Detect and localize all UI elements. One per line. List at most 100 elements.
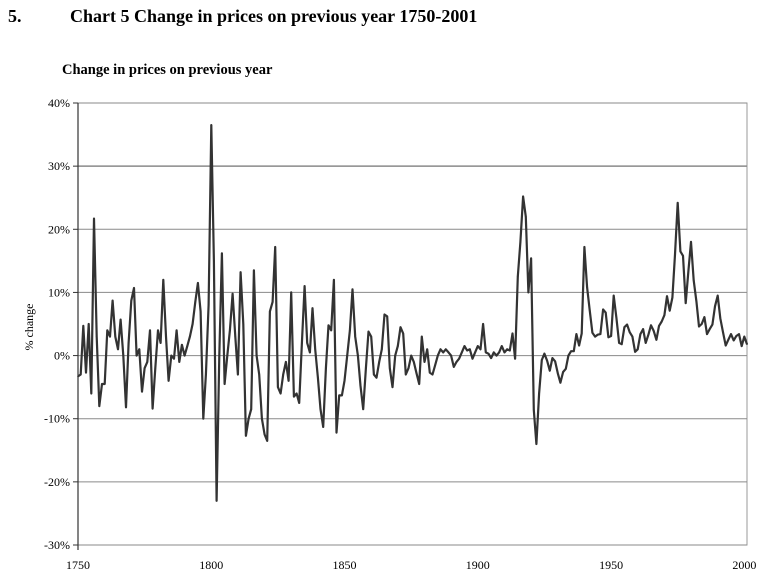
data-point-1764 xyxy=(114,335,117,338)
data-point-1825 xyxy=(277,386,279,388)
data-point-1819 xyxy=(261,417,263,420)
data-point-1813 xyxy=(245,434,247,437)
data-point-1877 xyxy=(415,372,418,375)
data-point-1852 xyxy=(349,329,351,332)
data-point-1806 xyxy=(226,354,229,357)
data-point-1818 xyxy=(258,373,261,376)
data-point-1989 xyxy=(714,305,716,308)
data-point-1817 xyxy=(255,354,258,357)
data-point-1799 xyxy=(207,304,210,306)
data-point-1960 xyxy=(636,348,639,351)
y-tick-label: 40% xyxy=(48,96,70,110)
data-point-1850 xyxy=(343,380,346,382)
data-point-1761 xyxy=(106,329,109,332)
data-point-1925 xyxy=(543,352,546,355)
data-point-1775 xyxy=(143,367,146,370)
data-point-1998 xyxy=(738,333,740,335)
data-point-1790 xyxy=(183,354,186,357)
data-point-1995 xyxy=(730,333,732,335)
data-point-1985 xyxy=(703,316,706,318)
data-point-1866 xyxy=(386,315,388,318)
data-point-1893 xyxy=(458,357,460,360)
data-point-1961 xyxy=(639,333,642,335)
data-point-1771 xyxy=(133,287,135,289)
data-point-1762 xyxy=(109,335,111,338)
data-point-1777 xyxy=(149,329,151,332)
data-point-1977 xyxy=(682,255,684,257)
data-point-1894 xyxy=(461,351,463,354)
data-point-1888 xyxy=(445,348,447,351)
data-point-1934 xyxy=(567,354,570,357)
data-point-1927 xyxy=(548,369,551,372)
data-point-1946 xyxy=(599,333,602,335)
data-point-1937 xyxy=(575,333,578,335)
data-point-1856 xyxy=(359,385,362,387)
data-point-1999 xyxy=(740,345,743,347)
data-point-1801 xyxy=(213,260,215,262)
data-point-1936 xyxy=(572,350,575,352)
data-point-1826 xyxy=(279,392,282,395)
data-point-1897 xyxy=(469,348,471,351)
data-point-1878 xyxy=(418,383,420,385)
data-point-1902 xyxy=(482,323,484,325)
data-point-1884 xyxy=(434,364,436,366)
data-point-1844 xyxy=(327,324,330,327)
data-point-1766 xyxy=(119,318,122,321)
data-point-1956 xyxy=(626,323,628,326)
data-point-1861 xyxy=(373,373,375,376)
data-point-1911 xyxy=(506,348,508,351)
data-point-1895 xyxy=(463,345,466,347)
data-point-1976 xyxy=(679,250,682,253)
data-point-1915 xyxy=(516,275,519,278)
data-point-1843 xyxy=(325,367,327,370)
data-point-1933 xyxy=(564,368,567,370)
data-point-1996 xyxy=(732,339,735,342)
data-point-1784 xyxy=(167,380,170,382)
data-point-1975 xyxy=(676,201,679,204)
data-point-1955 xyxy=(623,326,626,328)
data-point-1862 xyxy=(375,376,378,379)
data-point-1805 xyxy=(223,383,226,385)
y-tick-label: 0% xyxy=(54,349,70,363)
y-tick-label: 10% xyxy=(48,285,70,299)
x-tick-label: 1900 xyxy=(466,558,490,572)
y-tick-label: -20% xyxy=(44,475,70,489)
data-point-1971 xyxy=(666,295,668,298)
data-point-1891 xyxy=(453,366,455,368)
data-point-1916 xyxy=(519,241,522,243)
x-tick-label: 1750 xyxy=(66,558,90,572)
data-point-1974 xyxy=(674,253,676,256)
x-tick-label: 1850 xyxy=(333,558,357,572)
data-point-1997 xyxy=(735,335,738,337)
data-point-1947 xyxy=(602,308,604,311)
data-point-1909 xyxy=(500,345,503,347)
data-point-1776 xyxy=(146,361,149,363)
data-point-1990 xyxy=(716,294,719,297)
data-point-1871 xyxy=(399,326,402,328)
data-point-1968 xyxy=(658,325,660,327)
y-tick-label: 30% xyxy=(48,159,70,173)
data-point-1835 xyxy=(303,285,306,287)
data-point-1907 xyxy=(495,354,498,357)
data-point-1883 xyxy=(431,373,434,376)
data-point-1908 xyxy=(498,351,500,354)
data-point-1950 xyxy=(610,335,612,337)
data-point-1794 xyxy=(194,301,197,303)
data-point-1899 xyxy=(474,351,476,354)
data-point-1966 xyxy=(652,330,655,332)
data-point-1812 xyxy=(242,323,245,325)
data-point-1973 xyxy=(671,296,674,299)
data-point-1810 xyxy=(237,373,239,376)
data-point-1830 xyxy=(290,291,293,294)
data-point-1964 xyxy=(647,333,650,336)
plot-frame xyxy=(77,102,748,546)
data-point-1842 xyxy=(322,426,325,428)
data-point-1789 xyxy=(181,344,183,346)
data-point-1892 xyxy=(455,361,458,363)
data-point-1779 xyxy=(154,367,157,370)
data-point-1958 xyxy=(631,335,634,338)
data-point-1984 xyxy=(700,323,703,325)
x-tick-label: 2000 xyxy=(732,558,756,572)
data-point-1926 xyxy=(546,359,548,362)
data-point-1798 xyxy=(205,373,207,376)
